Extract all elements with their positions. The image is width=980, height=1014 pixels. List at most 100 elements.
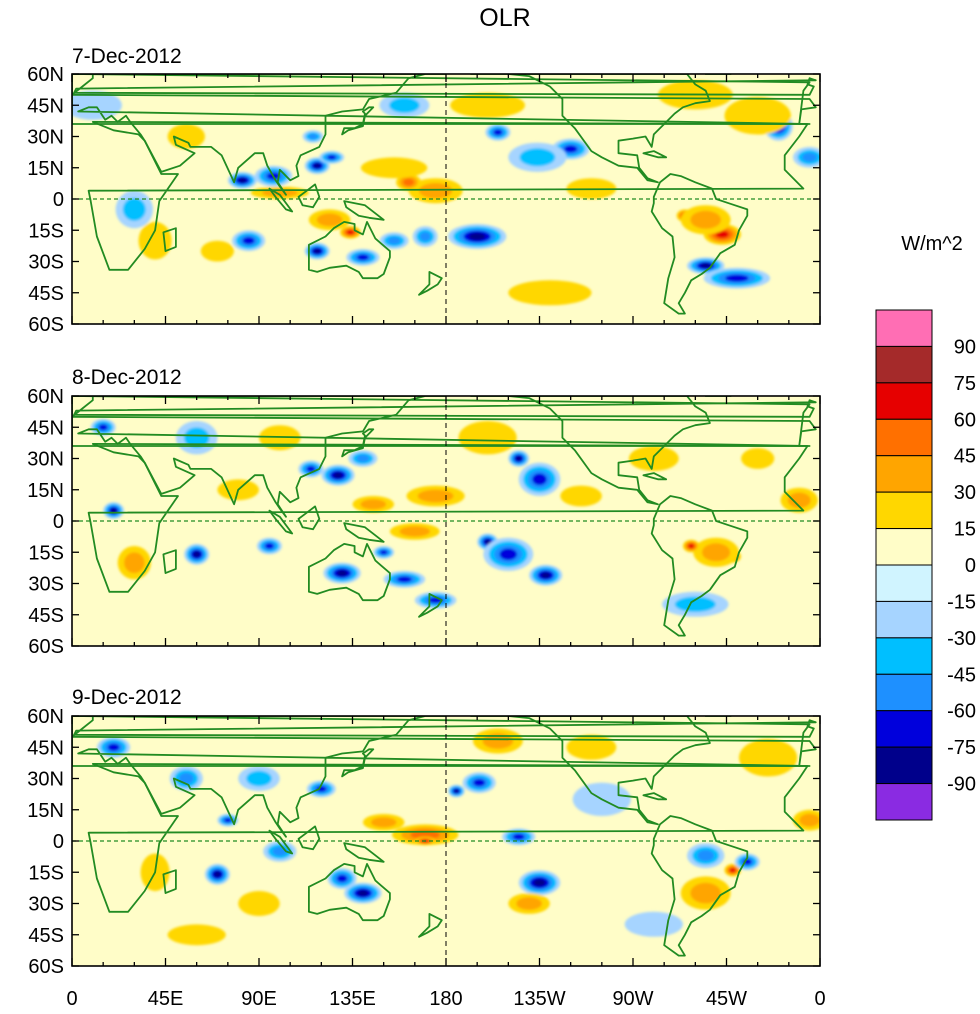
coast-uk-1: [73, 77, 817, 96]
anomaly-cell-p3-22-1: [246, 770, 272, 787]
anomaly-cell-p1-28-1: [122, 197, 146, 221]
colorbar: W/m^2 90 75 60 45 30 15 0 -15 -30 -45 -60 -75 -90: [875, 233, 976, 821]
anomaly-cell-p2-10-4: [541, 572, 551, 579]
colorbar-swatch-2: [875, 382, 933, 420]
anomaly-cell-p1-11-2: [419, 231, 431, 242]
y-tick-label-3-0: 60N: [27, 706, 64, 728]
y-tick-label-3-5: 15S: [28, 862, 64, 884]
coast-greenland-3: [704, 716, 732, 717]
anomaly-cell-p2-26-1: [124, 552, 145, 573]
coast-borneo-1: [297, 183, 321, 209]
anomaly-cell-p2-21-3: [688, 543, 695, 549]
panel-date-1: 7-Dec-2012: [72, 45, 182, 68]
y-tick-label-2-8: 60S: [28, 636, 64, 658]
colorbar-swatch-7: [875, 564, 933, 602]
colorbar-swatch-5: [875, 491, 933, 530]
anomaly-cell-p1-14-0: [360, 157, 428, 179]
coast-cuba-1: [642, 150, 668, 159]
x-ticks-3: [71, 716, 821, 966]
colorbar-swatches: [875, 309, 933, 821]
anomaly-cell-p3-6-4: [533, 879, 546, 887]
colorbar-swatch-11: [875, 710, 933, 748]
anomaly-cell-p2-8-4: [484, 539, 491, 545]
anomaly-cell-p3-10-1: [370, 817, 397, 828]
anomaly-cell-p1-13-2: [403, 178, 415, 186]
coast-australia-1: [307, 220, 391, 280]
colorbar-swatch-13: [875, 783, 933, 821]
anomaly-cell-p1-5-3: [346, 230, 354, 235]
x-tick-label-0: 0: [66, 988, 77, 1010]
colorbar-swatch-4: [875, 455, 933, 493]
map-panel-3: 9-Dec-2012 60N 45N 30N 15N 0 15S 30S 45S 60S: [27, 686, 821, 978]
y-tick-label-3-2: 30N: [27, 769, 64, 791]
coast-borneo-2: [297, 505, 321, 531]
anomaly-cell-p3-25-0: [238, 891, 280, 916]
anomaly-cell-p2-9-3: [499, 548, 517, 561]
y-tick-label-1-1: 45N: [27, 95, 64, 117]
colorbar-level-12: -90: [947, 774, 976, 796]
colorbar-swatch-3: [875, 418, 933, 457]
colorbar-swatch-6: [875, 528, 933, 566]
coast-samerica-2: [650, 495, 749, 637]
y-tick-label-3-6: 30S: [28, 894, 64, 916]
anomaly-cell-p3-12-1: [482, 733, 514, 749]
anomaly-cell-p1-29-0: [167, 124, 205, 149]
coast-sumatra-2: [268, 509, 294, 535]
y-tick-label-1-0: 60N: [27, 64, 64, 86]
map-panel-2: 8-Dec-2012 60N 45N 30N 15N 0 15S 30S 45S 60S: [27, 366, 821, 658]
anomaly-cell-p3-1-3: [224, 818, 232, 823]
y-tick-label-2-0: 60N: [27, 386, 64, 408]
coast-cuba-3: [642, 792, 668, 801]
anomaly-cell-p1-22-3: [725, 274, 749, 282]
anomaly-cell-p3-13-1: [516, 897, 542, 910]
coast-newguinea-2: [343, 522, 385, 543]
coast-namerica-1: [469, 74, 711, 184]
coast-newzealand-2: [418, 593, 443, 618]
coast-greenland-1: [704, 74, 732, 75]
y-tick-label-2-6: 30S: [28, 574, 64, 596]
y-tick-label-3-4: 0: [53, 831, 64, 853]
anomaly-cell-p2-18-0: [560, 485, 602, 507]
y-tick-label-1-3: 15N: [27, 158, 64, 180]
colorbar-swatch-0: [875, 309, 933, 347]
anomaly-cell-p2-17-0: [458, 421, 517, 455]
y-tick-label-1-5: 15S: [28, 220, 64, 242]
coast-sumatra-3: [268, 829, 294, 855]
coast-australia-3: [307, 863, 391, 922]
coast-cuba-2: [642, 472, 668, 481]
anomaly-cell-p1-21-4: [700, 263, 711, 269]
anomaly-cell-p1-2-4: [313, 163, 321, 169]
anomaly-cell-p3-28-0: [167, 924, 226, 946]
anomaly-cell-p2-5-4: [336, 570, 348, 577]
x-tick-label-6: 90W: [612, 988, 653, 1010]
anomaly-cell-p3-18-1: [799, 813, 820, 827]
anomaly-cell-p2-1-3: [306, 466, 316, 472]
anomaly-cell-p3-0-4: [213, 871, 221, 878]
y-axis-3: 60N 45N 30N 15N 0 15S 30S 45S 60S: [27, 706, 820, 978]
anomaly-cell-p1-25-0: [724, 96, 791, 135]
anomaly-cell-p3-16-2: [697, 850, 714, 862]
coast-eurasia-2: [72, 396, 811, 518]
coast-madagascar-2: [162, 549, 177, 574]
colorbar-level-0: 90: [954, 336, 976, 358]
colorbar-level-1: 75: [954, 373, 976, 395]
anomaly-cell-p3-2-3: [316, 786, 327, 792]
anomaly-cell-p1-34-0: [450, 92, 525, 118]
x-tick-label-5: 135W: [513, 988, 565, 1010]
continent-outlines-2: [72, 396, 817, 637]
coast-sumatra-1: [268, 187, 294, 213]
colorbar-swatch-8: [875, 600, 933, 639]
coast-uk-3: [73, 719, 817, 738]
anomaly-cell-p3-14-3: [729, 868, 736, 873]
anomaly-cell-p1-8-3: [357, 254, 369, 261]
y-tick-label-1-6: 30S: [28, 252, 64, 274]
anomaly-cell-p1-7-4: [313, 248, 321, 254]
anomaly-cell-p1-0-4: [238, 177, 247, 183]
colorbar-level-5: 15: [954, 519, 976, 541]
colorbar-level-labels: 90 75 60 45 30 15 0 -15 -30 -45 -60 -75 -90: [947, 336, 976, 795]
coast-namerica-3: [469, 716, 711, 826]
anomaly-cell-p1-20-1: [690, 210, 721, 229]
anomaly-cell-p2-2-2: [356, 454, 370, 463]
y-tick-label-1-8: 60S: [28, 314, 64, 336]
